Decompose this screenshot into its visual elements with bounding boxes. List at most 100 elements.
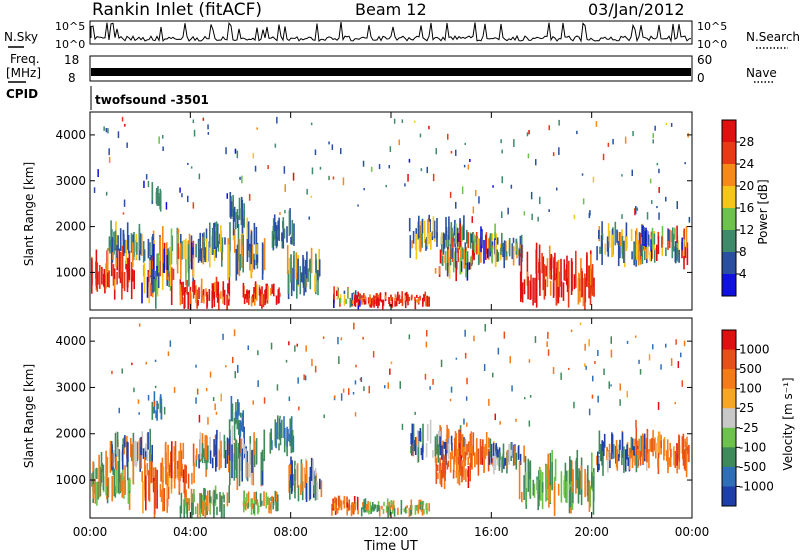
echo-cell	[240, 438, 242, 454]
echo-cell	[458, 443, 461, 456]
echo-cell	[469, 433, 472, 456]
echo-speckle	[595, 121, 598, 127]
echo-cell	[586, 252, 588, 281]
echo-cell	[136, 242, 138, 255]
echo-cell	[279, 434, 282, 446]
echo-cell	[151, 182, 154, 201]
echo-speckle	[234, 148, 237, 154]
power-colorbar-segment	[722, 208, 736, 231]
echo-speckle	[145, 361, 147, 365]
echo-cell	[665, 450, 668, 462]
echo-cell	[291, 219, 294, 245]
echo-cell	[362, 505, 365, 510]
echo-cell	[305, 460, 308, 483]
echo-cell	[628, 447, 631, 470]
echo-cell	[235, 410, 238, 419]
echo-cell	[251, 449, 253, 473]
echo-cell	[646, 245, 649, 258]
echo-cell	[107, 270, 109, 287]
echo-cell	[117, 235, 119, 251]
echo-cell	[397, 291, 399, 301]
echo-cell	[259, 291, 261, 306]
echo-cell	[127, 459, 129, 481]
echo-cell	[230, 396, 233, 422]
echo-cell	[423, 295, 426, 302]
echo-cell	[505, 240, 507, 260]
echo-cell	[375, 298, 378, 306]
echo-cell	[303, 266, 305, 296]
echo-cell	[146, 277, 149, 298]
echo-cell	[191, 472, 193, 485]
echo-cell	[400, 500, 403, 511]
echo-cell	[597, 451, 599, 473]
echo-cell	[157, 253, 159, 276]
echo-cell	[169, 252, 172, 286]
echo-cell	[112, 252, 114, 260]
echo-speckle	[467, 164, 470, 170]
echo-cell	[115, 456, 117, 471]
echo-cell	[263, 491, 265, 506]
echo-speckle	[425, 341, 428, 348]
echo-cell	[388, 501, 391, 510]
echo-cell	[652, 429, 654, 457]
echo-cell	[457, 464, 460, 471]
echo-speckle	[635, 206, 637, 214]
echo-speckle	[407, 174, 409, 182]
echo-cell	[127, 235, 130, 254]
echo-cell	[591, 452, 593, 490]
echo-speckle	[675, 339, 677, 345]
echo-cell	[204, 247, 206, 263]
echo-cell	[91, 265, 93, 294]
echo-cell	[637, 240, 640, 266]
echo-cell	[274, 490, 277, 506]
echo-speckle	[270, 342, 273, 350]
echo-cell	[94, 478, 97, 504]
echo-cell	[651, 437, 653, 453]
echo-cell	[450, 249, 453, 259]
echo-cell	[337, 495, 340, 507]
echo-speckle	[658, 212, 660, 220]
echo-cell	[560, 281, 563, 298]
echo-cell	[493, 453, 495, 475]
echo-speckle	[257, 380, 259, 387]
echo-cell	[618, 454, 620, 462]
echo-cell	[405, 509, 408, 514]
echo-cell	[660, 440, 662, 448]
echo-cell	[658, 431, 661, 456]
echo-cell	[261, 242, 264, 280]
echo-cell	[461, 247, 464, 260]
echo-cell	[235, 439, 238, 479]
echo-speckle	[408, 158, 411, 163]
echo-cell	[111, 239, 114, 247]
echo-cell	[190, 242, 193, 270]
echo-cell	[428, 221, 431, 244]
echo-speckle	[310, 122, 313, 126]
echo-speckle	[426, 330, 428, 337]
echo-cell	[666, 439, 669, 464]
date-title: 03/Jan/2012	[588, 0, 685, 19]
echo-cell	[283, 438, 286, 453]
echo-speckle	[523, 211, 526, 216]
velocity-colorbar-label: 25	[739, 401, 754, 415]
echo-cell	[142, 481, 144, 514]
echo-speckle	[657, 402, 660, 410]
echo-cell	[239, 254, 241, 271]
power-colorbar-segment	[722, 186, 736, 209]
echo-cell	[228, 244, 230, 277]
echo-cell	[416, 439, 419, 463]
echo-speckle	[488, 398, 490, 406]
echo-cell	[674, 451, 676, 468]
echo-cell	[362, 502, 364, 507]
echo-cell	[346, 502, 349, 508]
echo-cell	[476, 438, 478, 465]
echo-cell	[639, 450, 642, 466]
echo-cell	[596, 455, 598, 466]
echo-cell	[653, 233, 656, 245]
echo-cell	[449, 452, 452, 473]
echo-cell	[249, 443, 251, 478]
echo-cell	[128, 250, 131, 280]
echo-cell	[422, 300, 424, 305]
echo-cell	[457, 447, 460, 464]
echo-cell	[290, 254, 292, 283]
echo-cell	[113, 468, 115, 497]
